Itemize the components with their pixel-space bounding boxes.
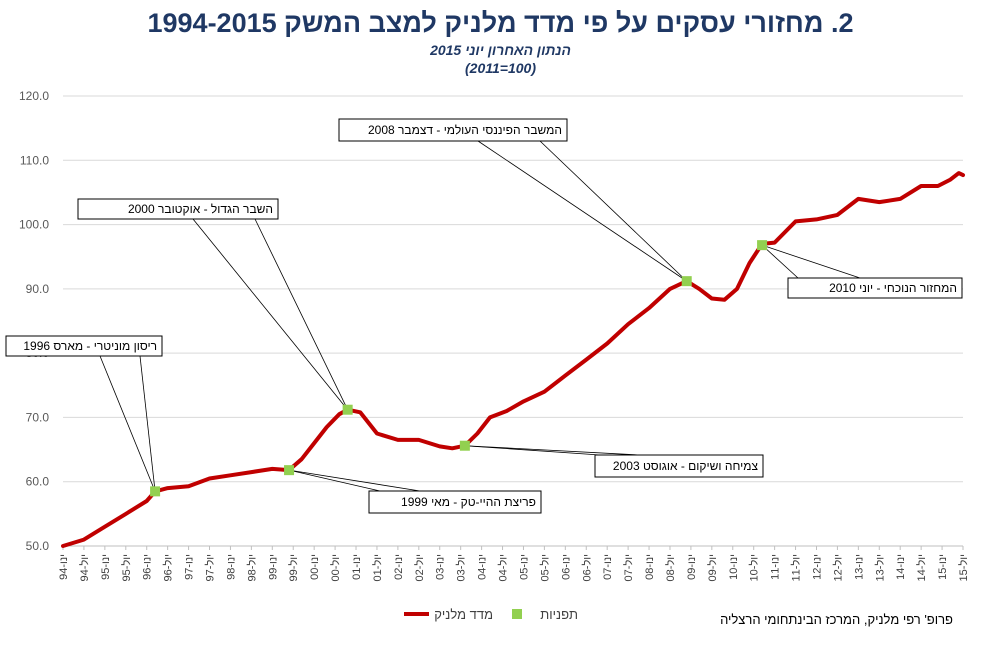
callout-leader (288, 469, 421, 492)
callout-label: המחזור הנוכחי - יוני 2010 (829, 281, 957, 295)
callout-box (368, 490, 542, 514)
turning-point-marker (150, 486, 161, 497)
x-tick-label: 10-ינו (728, 554, 740, 580)
callout-leader (464, 445, 641, 456)
x-tick-label: 97-ינו (184, 554, 196, 580)
x-tick-label: 12-ינו (811, 554, 823, 580)
x-tick-label: 98-ינו (225, 554, 237, 580)
legend-label-index: מדד מלניק (434, 607, 493, 622)
turning-point-marker (459, 440, 470, 451)
y-tick-label: 90.0 (26, 282, 50, 296)
x-tick-label: 94-ינו (58, 554, 70, 580)
chart-subtitle: הנתון האחרון יוני 2015 (430, 42, 571, 58)
y-tick-label: 60.0 (26, 475, 50, 489)
callout-box (594, 454, 764, 478)
x-tick-label: 03-יול (455, 554, 468, 581)
x-tick-label: 99-ינו (267, 554, 279, 580)
x-tick-label: 06-ינו (560, 554, 572, 580)
x-tick-label: 15-יול (957, 554, 970, 581)
callout-leader (254, 218, 349, 410)
callout-label: השבר הגדול - אוקטובר 2000 (128, 202, 273, 216)
callout-box (787, 277, 963, 299)
callout-leader (539, 140, 687, 282)
y-tick-label: 110.0 (20, 153, 49, 167)
x-tick-label: 12-יול (831, 554, 844, 581)
y-tick-label: 100.0 (19, 218, 49, 232)
turning-point-marker (681, 276, 692, 287)
x-tick-label: 07-יול (622, 554, 635, 581)
x-tick-label: 95-ינו (100, 554, 112, 580)
x-tick-label: 98-יול (245, 554, 258, 581)
x-tick-label: 14-ינו (895, 554, 907, 580)
x-tick-label: 95-יול (120, 554, 133, 581)
callout-leader (477, 140, 687, 282)
x-tick-label: 02-יול (413, 554, 426, 581)
chart-title: 2. מחזורי עסקים על פי מדד מלניק למצב המש… (147, 8, 854, 38)
x-tick-label: 01-ינו (351, 554, 363, 580)
x-tick-label: 08-יול (664, 554, 677, 581)
footer-credit: פרופ' רפי מלניק, המרכז הבינתחומי הרצליה (720, 612, 953, 627)
callout-box (338, 118, 568, 142)
callout-leader (192, 218, 348, 410)
x-tick-label: 97-יול (204, 554, 217, 581)
x-tick-label: 15-ינו (937, 554, 949, 580)
legend-marker-swatch (512, 609, 522, 619)
x-tick-label: 96-יול (162, 554, 175, 581)
x-tick-label: 00-ינו (309, 554, 321, 580)
turning-point-marker (757, 240, 768, 251)
callout-leader (761, 244, 861, 279)
callout-leader (288, 469, 381, 492)
x-tick-label: 06-יול (580, 554, 593, 581)
x-tick-label: 00-יול (329, 554, 342, 581)
x-tick-label: 99-יול (287, 554, 300, 581)
callout-leader (99, 355, 156, 492)
y-tick-label: 70.0 (26, 410, 50, 424)
x-tick-label: 11-יול (790, 554, 803, 581)
callout-leader (139, 355, 156, 492)
x-tick-label: 13-יול (873, 554, 886, 581)
y-tick-label: 120.0 (19, 89, 49, 103)
x-tick-label: 03-ינו (435, 554, 447, 580)
x-tick-label: 09-ינו (686, 554, 698, 580)
x-tick-label: 13-ינו (853, 554, 865, 580)
turning-point-marker (284, 465, 295, 476)
callout-label: ריסון מוניטרי - מארס 1996 (23, 339, 157, 353)
callout-box (77, 198, 279, 220)
callout-box (5, 335, 163, 357)
x-tick-label: 14-יול (915, 554, 928, 581)
x-tick-label: 94-יול (78, 554, 91, 581)
turning-point-marker (342, 404, 353, 415)
x-tick-label: 05-יול (538, 554, 551, 581)
x-tick-label: 04-יול (497, 554, 510, 581)
x-tick-label: 09-יול (706, 554, 719, 581)
x-tick-label: 04-ינו (477, 554, 489, 580)
callout-label: המשבר הפיננסי העולמי - דצמבר 2008 (368, 123, 562, 137)
legend-label-turning-points: תפניות (540, 607, 578, 622)
x-tick-label: 08-ינו (644, 554, 656, 580)
x-tick-label: 11-ינו (770, 554, 782, 580)
x-tick-label: 02-ינו (393, 554, 405, 580)
callout-leader (761, 244, 799, 279)
index-line (61, 171, 965, 548)
callout-label: פריצת ההיי-טק - מאי 1999 (401, 495, 536, 509)
callout-label: צמיחה ושיקום - אוגוסט 2003 (613, 459, 759, 473)
chart-subtitle-base: (100=2011) (465, 60, 536, 76)
x-tick-label: 10-יול (748, 554, 761, 581)
y-tick-label: 50.0 (26, 539, 50, 553)
x-tick-label: 05-ינו (518, 554, 530, 580)
x-tick-label: 01-יול (371, 554, 384, 581)
x-tick-label: 96-ינו (142, 554, 154, 580)
x-tick-label: 07-ינו (602, 554, 614, 580)
